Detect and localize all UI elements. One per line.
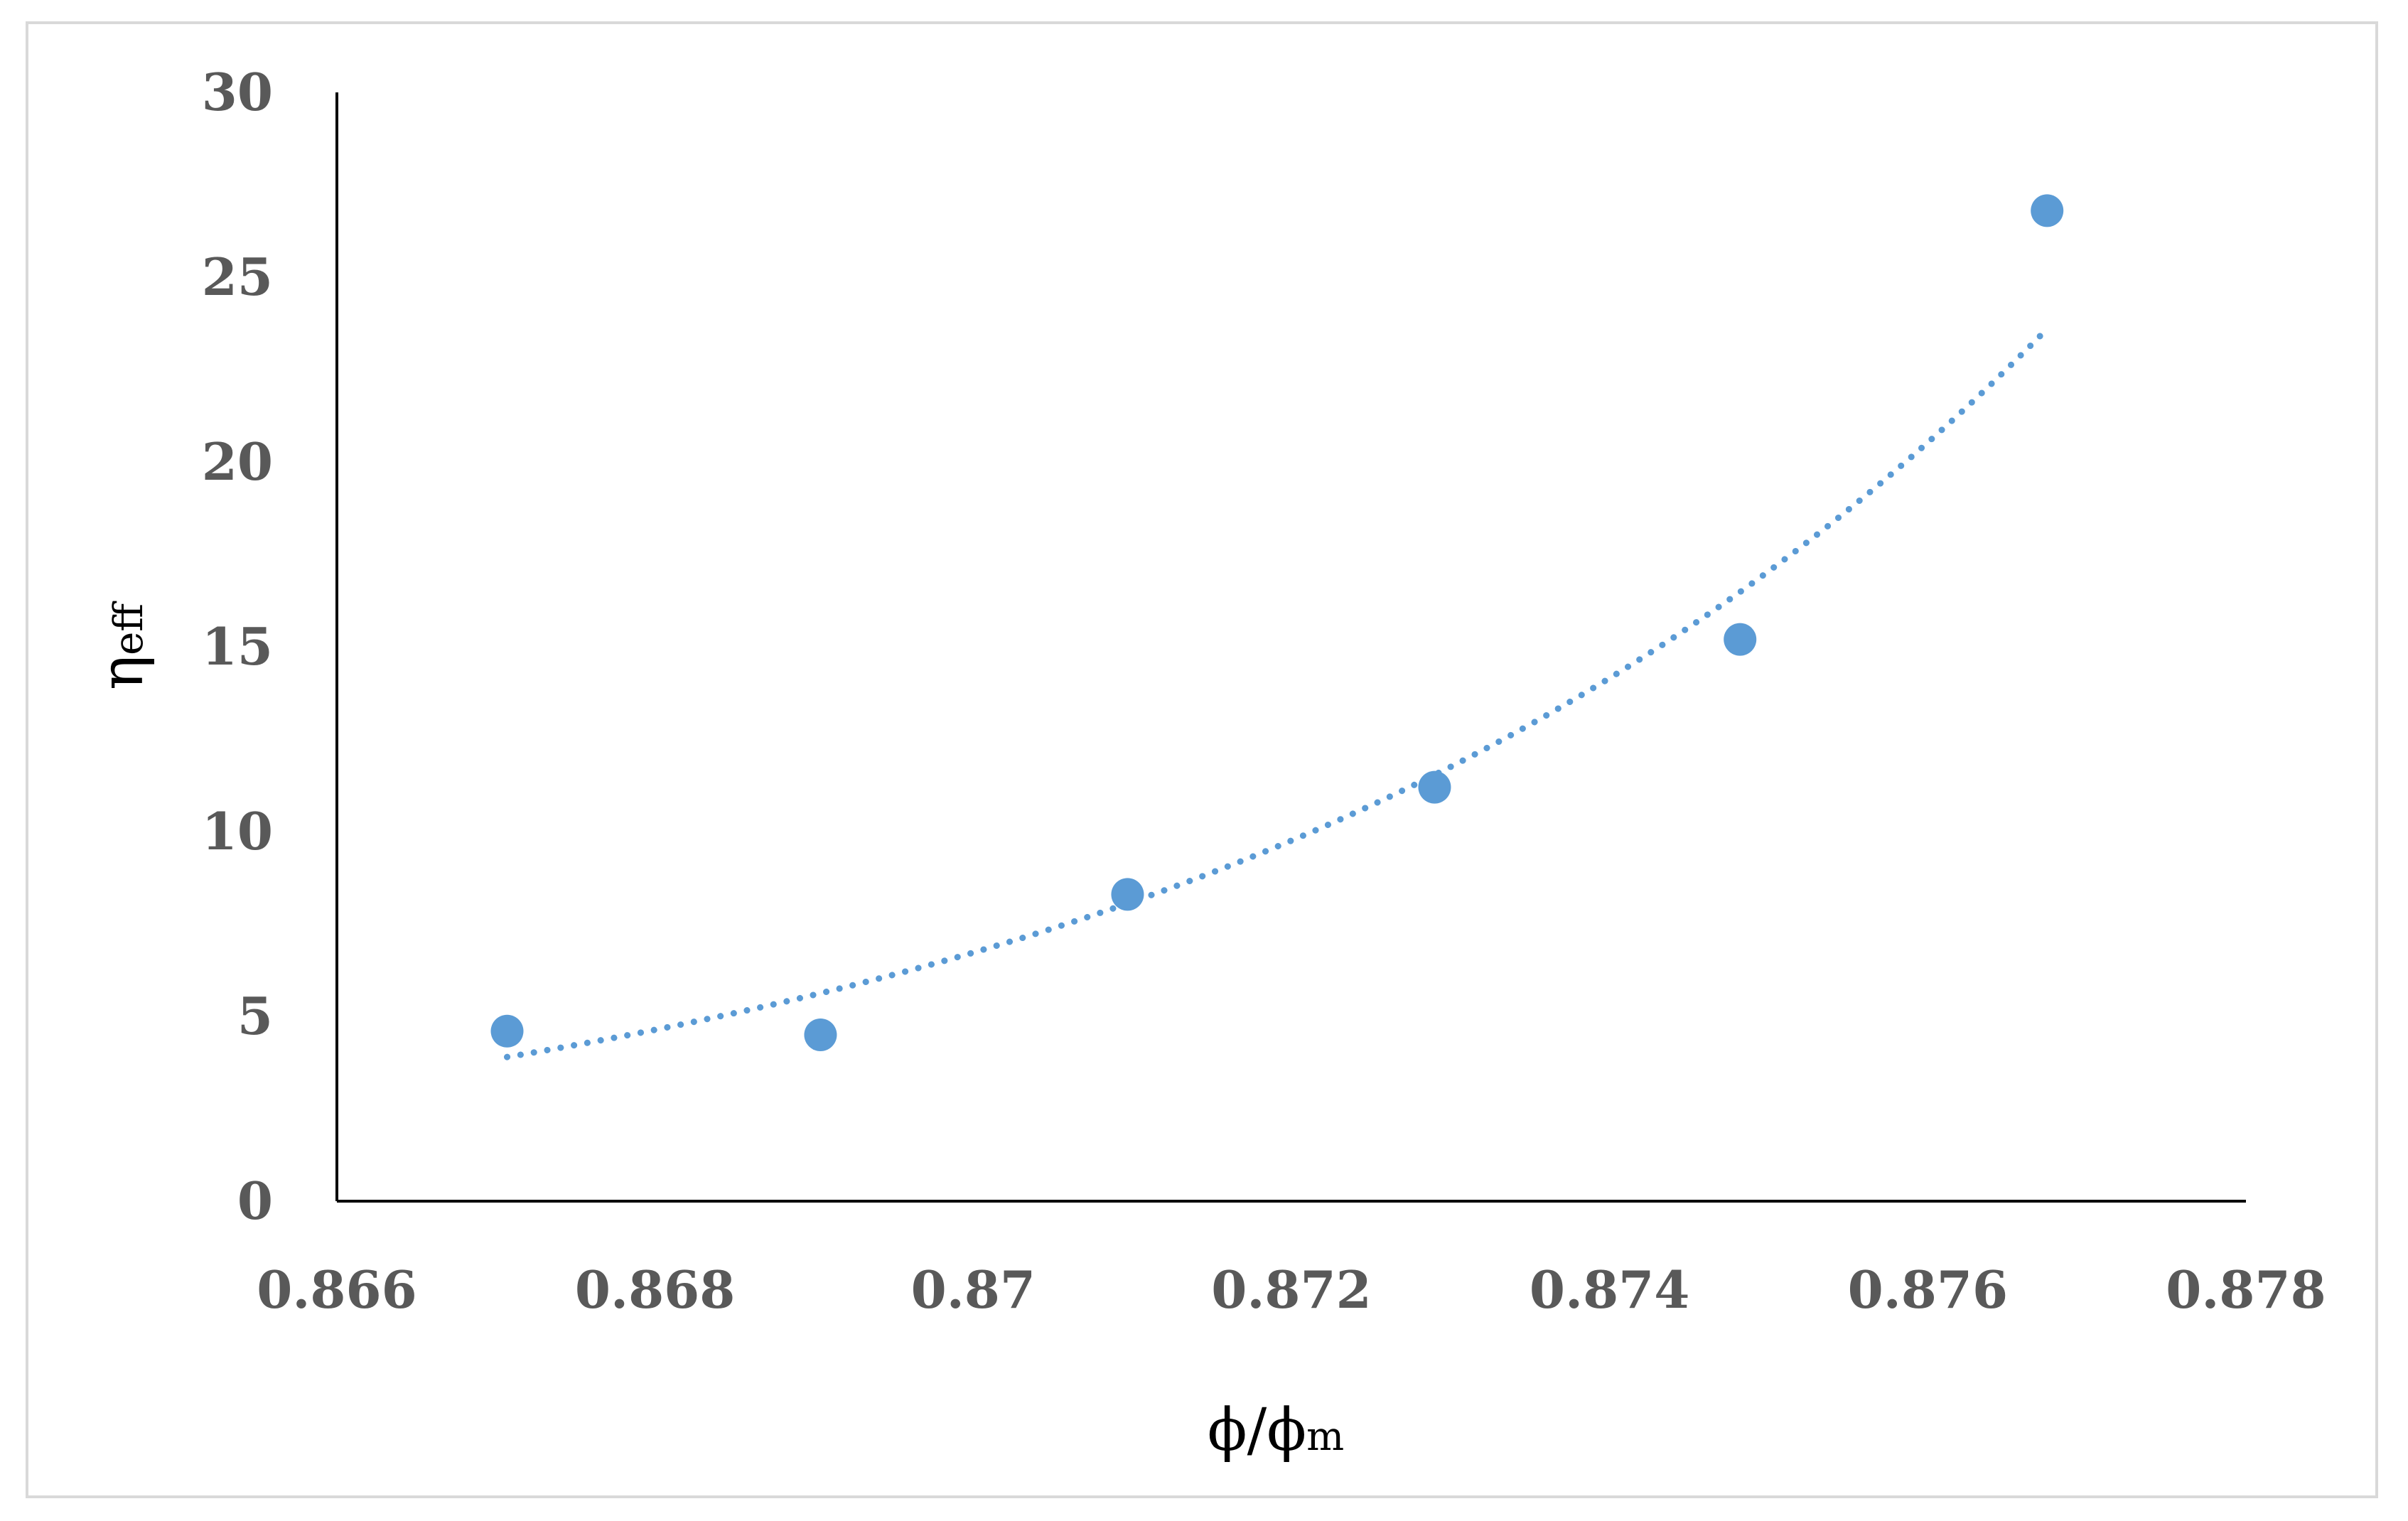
y-tick-labels: 0 5 10 15 20 25 30 [202,62,273,1231]
exponential-trendline [504,326,2050,1060]
data-point [2031,194,2064,227]
y-axis-title: ηeff [89,601,156,690]
y-axis-title-sub: eff [106,601,152,655]
data-point [804,1019,837,1051]
data-point [1111,878,1144,911]
x-tick-label: 0.874 [1530,1259,1689,1320]
x-tick-label: 0.868 [575,1259,735,1320]
y-tick-label: 5 [237,986,273,1046]
y-tick-label: 25 [202,247,273,307]
trendline-layer [504,326,2050,1060]
y-tick-label: 15 [202,616,273,677]
x-tick-label: 0.878 [2166,1259,2326,1320]
data-points-layer [490,194,2064,1051]
x-axis-title: ϕ/ϕm [1208,1397,1345,1464]
x-axis-title-sub: m [1306,1414,1344,1460]
data-point [1418,770,1451,804]
x-tick-labels: 0.866 0.868 0.87 0.872 0.874 0.876 0.878 [257,1259,2326,1320]
x-tick-label: 0.87 [911,1259,1036,1320]
data-point [490,1014,524,1048]
x-tick-label: 0.876 [1848,1259,2008,1320]
y-tick-label: 30 [202,62,273,122]
x-tick-label: 0.872 [1211,1259,1371,1320]
x-tick-label: 0.866 [257,1259,416,1320]
y-tick-label: 20 [202,431,273,492]
chart-frame [26,21,2378,1498]
data-point [1724,623,1757,656]
y-axis-title-main: η [89,655,156,690]
y-tick-label: 10 [202,801,273,861]
y-tick-label: 0 [237,1171,273,1231]
x-axis-title-main: ϕ/ϕ [1208,1397,1306,1464]
